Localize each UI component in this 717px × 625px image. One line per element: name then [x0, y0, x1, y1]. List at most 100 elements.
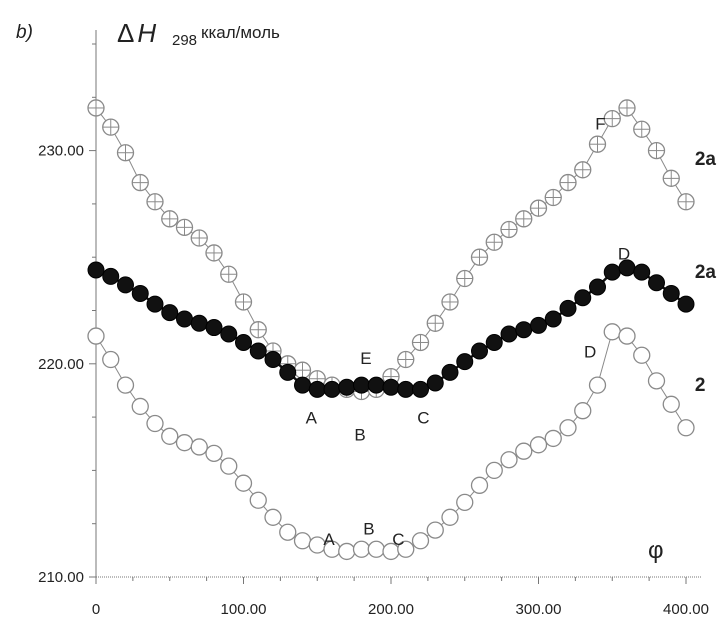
data-point — [353, 376, 370, 394]
data-point — [87, 261, 105, 279]
data-point — [338, 542, 356, 561]
data-point — [647, 141, 666, 160]
marker-circle — [338, 542, 356, 561]
data-point — [456, 269, 474, 288]
data-point — [633, 346, 651, 364]
data-point — [426, 521, 444, 539]
data-point — [234, 474, 253, 492]
data-point — [264, 508, 282, 526]
y-axis-title-unit: ккал/моль — [201, 23, 280, 42]
data-point — [175, 218, 194, 237]
data-point — [279, 523, 297, 541]
marker-circle — [426, 521, 444, 539]
data-point — [441, 293, 459, 311]
marker-circle — [205, 444, 223, 462]
marker-circle — [279, 523, 297, 541]
data-point — [190, 314, 208, 332]
data-point — [529, 436, 548, 454]
data-point — [294, 376, 311, 394]
data-point — [205, 319, 223, 337]
data-point — [574, 402, 592, 420]
data-point — [411, 532, 430, 550]
data-point — [397, 540, 415, 558]
marker-circle — [588, 376, 607, 394]
marker-circle — [647, 372, 666, 390]
data-point — [87, 327, 105, 345]
x-axis-title: φ — [648, 537, 664, 564]
data-point — [116, 144, 135, 162]
point-annotation-E: E — [360, 349, 371, 368]
data-point — [500, 451, 518, 469]
x-tick-label: 0 — [92, 601, 100, 618]
x-tick-label: 300.00 — [516, 601, 562, 618]
data-point — [485, 233, 503, 251]
marker-circle — [618, 327, 636, 345]
point-annotation-B: B — [363, 519, 374, 538]
data-point — [426, 374, 444, 392]
marker-circle — [116, 376, 135, 394]
data-point — [485, 461, 503, 480]
data-point — [146, 295, 164, 313]
data-point — [633, 263, 651, 281]
marker-circle — [529, 436, 548, 454]
data-point — [647, 372, 666, 390]
data-point — [559, 419, 577, 437]
data-point — [471, 342, 488, 360]
data-point — [220, 265, 238, 283]
data-point — [633, 120, 651, 138]
marker-circle — [574, 402, 592, 420]
marker-circle — [603, 323, 621, 341]
data-point — [382, 378, 400, 396]
point-annotation-C: C — [417, 408, 429, 427]
data-point — [352, 540, 371, 558]
y-axis-title-subscript: 298 — [172, 32, 197, 49]
data-point — [441, 508, 459, 526]
data-point — [190, 438, 208, 456]
data-point — [662, 395, 680, 413]
data-point — [603, 109, 621, 128]
data-point — [662, 169, 680, 187]
data-point — [397, 350, 415, 369]
data-point — [102, 267, 120, 285]
data-point — [131, 397, 149, 416]
y-tick-label: 230.00 — [38, 143, 84, 160]
x-tick-label: 400.00 — [663, 601, 709, 618]
data-point — [131, 284, 149, 302]
axes: 210.00 220.00 230.00 0 100.00 200.00 300.00 400… — [38, 30, 709, 618]
data-point — [367, 540, 385, 558]
data-point — [338, 378, 356, 396]
data-point — [456, 353, 474, 371]
data-point — [515, 442, 533, 460]
data-point — [367, 376, 385, 394]
data-point — [500, 220, 518, 239]
marker-circle — [677, 419, 695, 437]
data-point — [264, 351, 282, 369]
marker-circle — [102, 350, 120, 369]
data-point — [249, 342, 267, 360]
y-axis-title-delta: Δ — [117, 18, 134, 48]
data-point — [205, 444, 223, 462]
marker-circle — [456, 493, 474, 512]
data-point — [234, 293, 253, 311]
data-point — [426, 314, 444, 332]
data-point — [116, 376, 135, 394]
marker-circle — [441, 508, 459, 526]
marker-circle — [220, 457, 238, 475]
data-point — [515, 321, 533, 339]
data-point — [102, 118, 120, 136]
point-annotation-A: A — [306, 408, 318, 427]
data-point — [205, 244, 223, 262]
data-point — [574, 161, 592, 179]
marker-circle — [367, 540, 385, 558]
data-point — [293, 361, 312, 379]
marker-circle — [234, 474, 253, 492]
marker-circle — [87, 327, 105, 345]
marker-circle — [470, 476, 489, 494]
data-point — [323, 380, 341, 398]
data-point — [588, 376, 607, 394]
data-point — [559, 299, 577, 317]
data-point — [574, 289, 592, 307]
data-point — [677, 419, 695, 437]
